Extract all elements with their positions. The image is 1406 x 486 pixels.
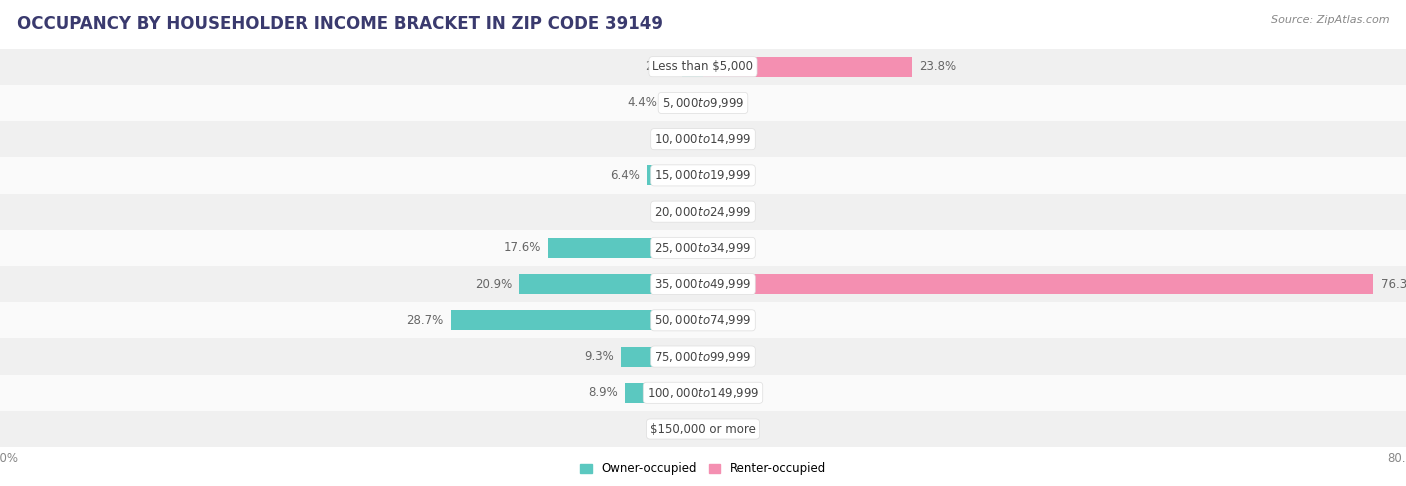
Text: 2.4%: 2.4% [645,60,675,73]
Text: $35,000 to $49,999: $35,000 to $49,999 [654,277,752,291]
Text: $15,000 to $19,999: $15,000 to $19,999 [654,169,752,182]
Bar [0,230,1406,266]
Text: 0.0%: 0.0% [710,205,740,218]
Bar [0,121,1406,157]
Text: $20,000 to $24,999: $20,000 to $24,999 [654,205,752,219]
Bar [0,375,1406,411]
Bar [0,411,1406,447]
Bar [665,93,703,113]
Text: 0.0%: 0.0% [710,169,740,182]
Bar [451,311,703,330]
Text: $100,000 to $149,999: $100,000 to $149,999 [647,386,759,400]
Text: $50,000 to $74,999: $50,000 to $74,999 [654,313,752,327]
Bar [692,129,703,149]
Text: OCCUPANCY BY HOUSEHOLDER INCOME BRACKET IN ZIP CODE 39149: OCCUPANCY BY HOUSEHOLDER INCOME BRACKET … [17,15,662,33]
Text: 0.0%: 0.0% [710,242,740,254]
Bar [0,157,1406,193]
Text: $10,000 to $14,999: $10,000 to $14,999 [654,132,752,146]
Text: 0.0%: 0.0% [710,96,740,109]
Text: 0.0%: 0.0% [710,422,740,435]
Text: 6.4%: 6.4% [610,169,640,182]
Text: 4.4%: 4.4% [627,96,657,109]
Bar [519,274,703,294]
Text: 0.0%: 0.0% [710,350,740,363]
Text: 8.9%: 8.9% [588,386,617,399]
Text: $5,000 to $9,999: $5,000 to $9,999 [662,96,744,110]
Text: 76.3%: 76.3% [1381,278,1406,291]
Bar [0,302,1406,338]
Bar [682,57,703,77]
Bar [703,274,1374,294]
Bar [0,193,1406,230]
Text: 20.9%: 20.9% [475,278,512,291]
Text: $75,000 to $99,999: $75,000 to $99,999 [654,349,752,364]
Bar [0,266,1406,302]
Bar [0,338,1406,375]
Legend: Owner-occupied, Renter-occupied: Owner-occupied, Renter-occupied [575,458,831,480]
Bar [0,49,1406,85]
Text: $150,000 or more: $150,000 or more [650,422,756,435]
Text: 17.6%: 17.6% [503,242,541,254]
Text: 28.7%: 28.7% [406,314,444,327]
Text: Less than $5,000: Less than $5,000 [652,60,754,73]
Bar [0,85,1406,121]
Text: 0.0%: 0.0% [710,133,740,146]
Text: 0.0%: 0.0% [710,314,740,327]
Bar [624,383,703,403]
Text: 23.8%: 23.8% [920,60,956,73]
Bar [621,347,703,366]
Bar [548,238,703,258]
Text: 0.0%: 0.0% [666,422,696,435]
Text: $25,000 to $34,999: $25,000 to $34,999 [654,241,752,255]
Bar [647,165,703,185]
Text: 0.0%: 0.0% [666,205,696,218]
Text: Source: ZipAtlas.com: Source: ZipAtlas.com [1271,15,1389,25]
Bar [703,57,912,77]
Text: 9.3%: 9.3% [585,350,614,363]
Text: 1.3%: 1.3% [655,133,685,146]
Text: 0.0%: 0.0% [710,386,740,399]
